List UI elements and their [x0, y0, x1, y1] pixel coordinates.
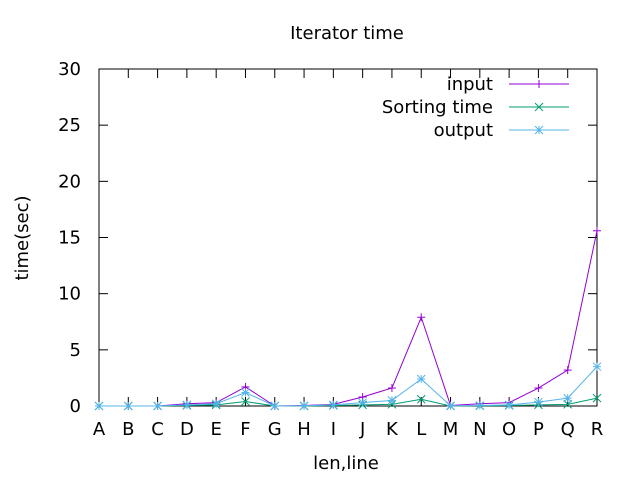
legend-label: input: [447, 74, 493, 95]
x-tick-label: Q: [561, 419, 575, 440]
data-point: [153, 401, 162, 411]
legend-label: Sorting time: [382, 97, 493, 118]
y-tick-label: 30: [58, 59, 81, 80]
x-tick-label: M: [443, 419, 459, 440]
x-tick-label: E: [210, 419, 221, 440]
data-point: [446, 401, 455, 411]
legend-marker: [535, 80, 543, 88]
data-point: [563, 399, 573, 409]
data-point: [299, 401, 309, 411]
data-point: [94, 401, 104, 411]
data-point: [387, 396, 397, 405]
x-tick-label: O: [502, 419, 516, 440]
y-tick-label: 20: [58, 171, 81, 192]
data-point: [563, 393, 573, 403]
series-layer: [94, 226, 602, 411]
y-tick-label: 25: [58, 115, 81, 136]
data-point: [241, 388, 250, 397]
data-point: [504, 400, 514, 410]
data-point: [358, 398, 368, 407]
x-tick-label: L: [416, 419, 426, 440]
data-point: [417, 313, 426, 322]
plot-frame: [98, 68, 598, 407]
x-tick-label: N: [473, 419, 486, 440]
x-tick-label: I: [331, 419, 336, 440]
series-line: [99, 230, 598, 407]
x-tick-label: H: [297, 419, 311, 440]
data-point: [416, 374, 426, 384]
data-point: [534, 397, 543, 407]
x-tick-label: B: [122, 419, 134, 440]
x-tick-label: C: [151, 419, 164, 440]
data-point: [241, 397, 250, 406]
x-tick-label: K: [386, 419, 399, 440]
x-tick-label: P: [533, 419, 544, 440]
data-point: [592, 362, 602, 372]
y-tick-label: 15: [58, 228, 81, 249]
data-point: [211, 399, 221, 409]
data-point: [475, 401, 485, 410]
data-point: [592, 393, 602, 403]
legend-marker: [534, 102, 544, 112]
y-axis-label: time(sec): [12, 195, 33, 280]
data-point: [387, 384, 396, 393]
series-input: [95, 226, 601, 410]
series-output: [94, 362, 602, 411]
legend-marker: [534, 125, 544, 135]
data-point: [182, 400, 192, 410]
y-tick-label: 0: [70, 396, 81, 417]
x-tick-label: D: [180, 419, 194, 440]
data-point: [328, 400, 338, 410]
data-point: [123, 401, 133, 411]
data-point: [534, 384, 543, 393]
x-tick-label: R: [591, 419, 604, 440]
legend-label: output: [434, 120, 493, 141]
data-point: [270, 401, 280, 411]
x-tick-label: A: [93, 419, 106, 440]
series-sorting-time: [94, 393, 602, 411]
x-tick-label: G: [268, 419, 282, 440]
chart-title: Iterator time: [290, 23, 404, 44]
x-tick-label: F: [240, 419, 250, 440]
y-tick-label: 10: [58, 284, 81, 305]
data-point: [563, 366, 572, 375]
x-axis-label: len,line: [313, 453, 379, 474]
y-axis: 0 5 10 15 20 25 30: [58, 59, 597, 417]
x-tick-label: J: [359, 419, 365, 440]
data-point: [416, 394, 426, 404]
series-line: [99, 366, 598, 407]
data-point: [593, 226, 601, 235]
y-tick-label: 5: [70, 340, 81, 361]
